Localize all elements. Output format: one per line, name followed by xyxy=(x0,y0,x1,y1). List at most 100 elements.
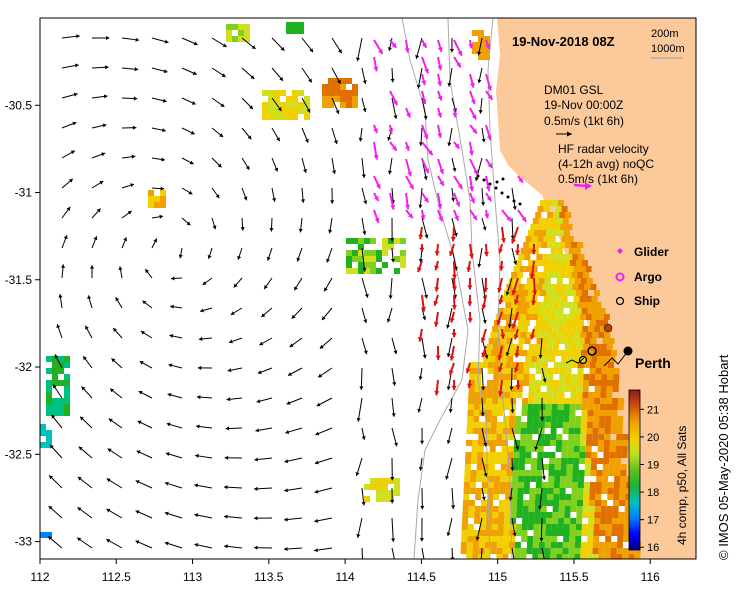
radar-arrow-south xyxy=(451,328,457,338)
sst-cell xyxy=(552,392,559,398)
y-tick-label: -30.5 xyxy=(5,98,33,112)
sst-cell xyxy=(512,470,519,476)
sst-cell xyxy=(619,494,626,500)
model-arrow xyxy=(151,238,158,249)
model-arrow xyxy=(207,247,213,260)
sst-cell xyxy=(388,238,394,244)
sst-cell xyxy=(370,250,376,256)
sst-cell xyxy=(609,446,616,452)
radar-arrow-north xyxy=(404,192,411,210)
model-arrow xyxy=(391,517,396,542)
sst-cell xyxy=(619,500,625,506)
model-arrow xyxy=(511,547,515,559)
sst-cell xyxy=(628,554,635,559)
radar-arrow-north xyxy=(437,90,443,101)
sst-cell xyxy=(466,422,473,428)
model-arrow xyxy=(474,157,483,182)
sst-cell xyxy=(523,362,530,368)
sst-cell xyxy=(484,48,490,54)
sst-cell xyxy=(511,488,518,494)
sst-cell xyxy=(576,518,583,524)
sst-cell xyxy=(580,332,587,338)
sst-cell xyxy=(529,494,536,500)
sst-cell xyxy=(46,404,52,410)
radar-arrow-north xyxy=(469,192,476,204)
sst-cell xyxy=(388,496,394,502)
sst-cell xyxy=(533,404,540,410)
sst-cell xyxy=(559,482,566,488)
y-tick-label: -33 xyxy=(15,535,33,549)
sst-cell xyxy=(46,398,52,404)
colorbar-tick-label: 16 xyxy=(647,542,659,554)
model-arrow xyxy=(91,65,109,70)
sst-cell xyxy=(578,470,585,476)
sst-cell xyxy=(268,114,274,120)
sst-cell xyxy=(523,374,530,380)
radar-arrow-south xyxy=(513,294,519,305)
sst-cell xyxy=(505,500,511,506)
sst-cell xyxy=(580,542,587,548)
model-arrow xyxy=(140,330,153,339)
model-arrow xyxy=(419,517,424,542)
sst-cell xyxy=(511,272,518,278)
sst-cell xyxy=(480,398,487,404)
model-arrow xyxy=(121,125,137,130)
sst-cell xyxy=(619,482,626,488)
sst-cell xyxy=(466,554,473,559)
sst-cell xyxy=(583,272,590,278)
sst-cell xyxy=(605,410,612,416)
radar-arrow-south xyxy=(511,226,519,244)
sst-cell xyxy=(583,488,590,494)
sst-cell xyxy=(510,506,517,512)
model-arrow xyxy=(296,247,303,262)
model-arrow xyxy=(359,367,364,390)
sst-cell xyxy=(574,554,581,559)
sst-cell xyxy=(64,374,70,380)
sst-cell xyxy=(494,476,501,482)
sst-cell xyxy=(376,484,382,490)
sst-cell xyxy=(464,476,471,482)
sst-cell xyxy=(505,302,512,308)
sst-cell xyxy=(546,386,553,392)
sst-cell xyxy=(467,410,474,416)
sst-cell xyxy=(478,36,484,42)
sst-cell xyxy=(612,386,619,392)
sst-cell xyxy=(621,452,628,458)
model-arrow xyxy=(76,537,93,549)
sst-cell xyxy=(505,362,512,368)
radar-arrow-north xyxy=(453,39,463,57)
sst-cell xyxy=(611,416,618,422)
sst-cell xyxy=(559,272,566,278)
sst-cell xyxy=(394,268,400,274)
x-axis: 112 112.5 113 113.5 114 114.5 115 115.5 116 xyxy=(30,559,660,584)
sst-cell xyxy=(549,266,556,272)
sst-cell xyxy=(620,470,627,476)
sst-cell xyxy=(346,96,352,102)
sst-cell xyxy=(468,398,475,404)
model-arrow xyxy=(164,511,183,519)
sst-cell xyxy=(601,488,608,494)
sst-cell xyxy=(286,28,292,34)
sst-cell xyxy=(589,362,596,368)
sst-cell xyxy=(537,206,544,212)
radar-arrow-north xyxy=(517,209,528,223)
sst-cell xyxy=(523,488,530,494)
sst-cell xyxy=(516,326,523,332)
sst-cell xyxy=(154,196,160,202)
sst-cell xyxy=(58,410,64,416)
sst-cell xyxy=(544,440,550,446)
radar-arrow-north xyxy=(389,39,398,49)
sst-cell xyxy=(498,506,505,512)
sst-cell xyxy=(507,458,514,464)
sst-cell xyxy=(558,260,564,266)
sst-cell xyxy=(46,356,52,362)
y-tick-label: -32.5 xyxy=(5,447,33,461)
sst-cell xyxy=(563,530,570,536)
sst-cell xyxy=(566,320,572,326)
sst-cell xyxy=(601,368,608,374)
sst-cell xyxy=(531,236,538,242)
sst-cell xyxy=(511,362,518,368)
sst-cell xyxy=(244,30,250,36)
sst-cell xyxy=(526,422,533,428)
radar-arrow-south xyxy=(451,260,458,279)
